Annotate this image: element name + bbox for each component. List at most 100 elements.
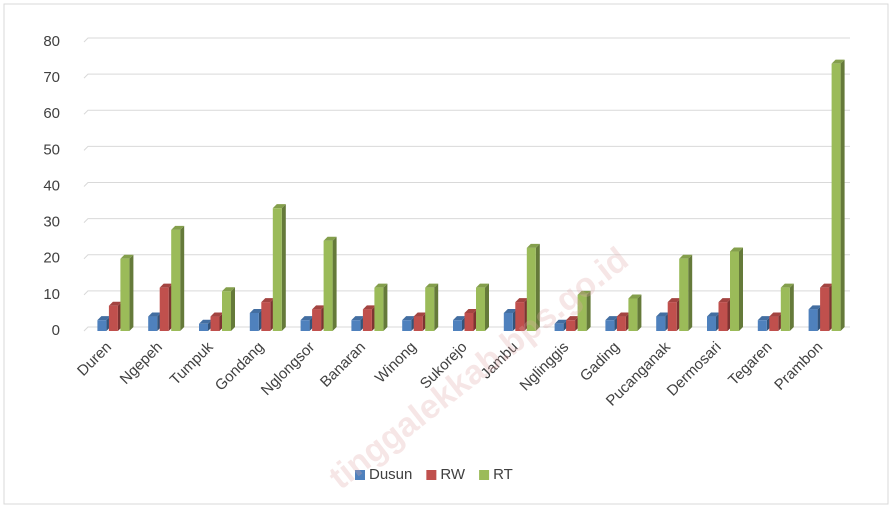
bar [707,316,716,331]
bar [515,302,525,331]
bar-top [679,254,693,259]
bar [503,312,513,331]
bar-top [300,316,314,321]
bar [453,320,462,331]
chart-border [3,3,889,505]
bar [171,229,181,331]
bar [831,63,841,332]
y-tick-label: 0 [52,322,60,339]
bar [249,312,259,331]
bar-top [199,319,212,324]
grid-line [83,37,850,43]
bar [210,316,220,331]
bar-top [402,316,416,321]
bar-top [718,298,732,303]
bar [362,309,372,331]
bar [526,247,536,331]
bar [757,320,767,331]
bar [312,309,322,331]
grid-line [83,109,850,115]
bar [261,302,271,331]
bar-side [739,247,743,331]
y-tick-label: 80 [43,33,60,50]
legend-label: RW [440,466,466,483]
bar-top [503,308,517,313]
bar-side [281,204,286,331]
bar [566,320,576,331]
bar-top [730,247,743,252]
bar [718,302,728,331]
bar-top [453,316,466,321]
bar [616,316,626,331]
grid-line [83,254,850,260]
bar-top [628,294,642,299]
bar-top [323,236,337,241]
bar [323,240,333,331]
bar [351,320,361,331]
bar-top [667,298,681,303]
bar [476,287,485,331]
bar [554,323,564,331]
bar [97,320,107,331]
bar-top [476,283,489,288]
bar-top [312,305,326,310]
bar-top [707,312,720,317]
bar [605,320,615,331]
bar-top [757,316,771,321]
grid-line [83,290,850,296]
bar-top [210,312,224,317]
bar [374,287,384,331]
bar-top [464,308,478,313]
bar-top [261,298,275,303]
bar [780,287,790,331]
grid-line [83,73,850,79]
grid-line [83,145,850,151]
bar [148,316,158,331]
bar [108,305,118,331]
bar-top [272,204,286,209]
legend-label: Dusun [369,466,412,483]
legend-swatch [479,470,490,480]
bar-side [383,283,388,331]
bar [808,309,818,331]
bar [464,312,474,331]
bar-top [120,254,134,259]
y-tick-label: 50 [43,141,60,158]
bar-top [97,316,111,321]
bar [820,287,830,331]
bar-top [808,305,822,310]
bar-top [605,316,619,321]
y-tick-label: 40 [43,177,60,194]
bar-top [554,319,568,324]
bar-top [526,243,540,248]
bar-top [249,308,263,313]
bar [159,287,169,331]
bar-top [351,316,365,321]
bar-side [535,243,540,331]
grid-line [83,218,850,223]
legend-swatch [355,470,365,480]
bar [679,258,689,331]
bar [425,287,435,331]
bar-side [789,283,794,331]
bar [402,320,412,331]
bar [577,294,587,331]
legend-label: RT [493,466,513,483]
bar-top [362,305,376,310]
bar [272,208,282,331]
bar [730,251,739,331]
bar-side [637,294,642,331]
bar-top [831,59,845,64]
bar-top [222,287,235,292]
bar-top [374,283,388,288]
bar-top [820,283,834,288]
bar-side [332,236,337,331]
bar-side [688,254,693,331]
bar-top [780,283,794,288]
bar-side [485,283,489,331]
grid-line [83,182,850,187]
bar-side [129,254,134,331]
bar [120,258,130,331]
bar-side [840,59,845,332]
